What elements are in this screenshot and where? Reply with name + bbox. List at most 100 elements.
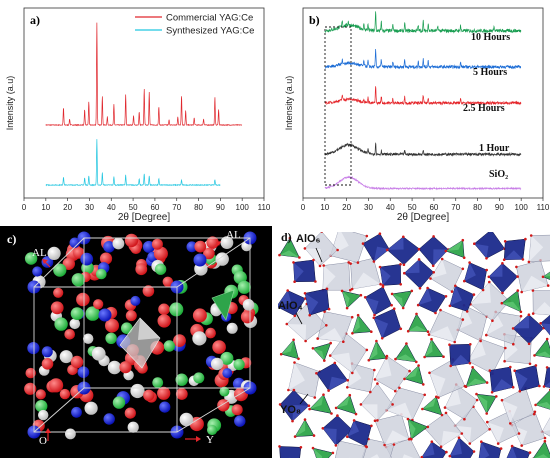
oxygen-vertex (443, 406, 447, 409)
atom-blue (71, 406, 82, 418)
polyhedron-facet (309, 394, 324, 410)
oxygen-vertex (408, 369, 411, 373)
oxygen-vertex (390, 292, 394, 296)
oxygen-vertex (365, 348, 369, 352)
atom-green (237, 280, 251, 294)
atom-green (163, 340, 175, 352)
oxygen-vertex (352, 419, 356, 422)
oxygen-vertex (365, 234, 369, 238)
atom-red (194, 240, 207, 253)
atom-white (91, 346, 106, 361)
polyhedron-facet (342, 290, 350, 309)
atom-white (69, 318, 81, 330)
panel-c-label: c) (7, 232, 16, 246)
oxygen-vertex (423, 355, 426, 359)
polyhedron-facet (384, 430, 410, 445)
oxygen-vertex (545, 337, 549, 341)
atom-red (231, 404, 243, 416)
panel-d-label: d) (281, 230, 292, 244)
atom-red (105, 318, 119, 333)
polyhedron-facet (286, 324, 307, 341)
oxygen-vertex (418, 287, 422, 290)
polyhedron-facet (421, 441, 435, 458)
oxygen-vertex (471, 366, 474, 369)
oxygen-vertex (375, 339, 378, 343)
atom-blue (69, 237, 81, 249)
oxygen-vertex (501, 262, 504, 265)
oxygen-vertex (331, 451, 335, 455)
polyhedron-facet (433, 249, 449, 266)
oxygen-vertex (512, 342, 515, 346)
oxygen-vertex (303, 247, 307, 250)
polyhedron-facet (347, 420, 360, 437)
oxygen-vertex (461, 238, 465, 242)
polyhedron-facet (373, 246, 390, 262)
atom-green (35, 400, 48, 413)
oxygen-vertex (495, 395, 498, 398)
atom-white (127, 421, 139, 433)
oxygen-vertex (520, 444, 523, 447)
polyhedron-facet (392, 293, 404, 308)
atom-blue (41, 256, 54, 268)
panel-c-axis-y: Y (206, 434, 214, 446)
polyhedron-facet (521, 275, 549, 292)
oxygen-vertex (278, 445, 281, 448)
atom-green (71, 273, 86, 287)
atom-white (210, 357, 224, 371)
oxygen-vertex (394, 389, 397, 393)
polyhedron-facet (352, 315, 360, 334)
oxygen-vertex (543, 436, 547, 440)
panel-a-y-axis-label: Intensity (a.u) (5, 76, 15, 131)
polyhedron-facet (365, 297, 379, 315)
polyhedron-facet (281, 339, 294, 355)
atom-white (107, 360, 122, 375)
oxygen-vertex (520, 290, 523, 294)
polyhedron-facet (467, 338, 486, 361)
atom-green (219, 386, 230, 397)
pointer-yo8 (299, 393, 309, 405)
atom-white (130, 383, 145, 399)
oxygen-vertex (364, 445, 368, 448)
atom-red (192, 308, 207, 323)
polyhedron-facet (368, 341, 378, 361)
polyhedron-facet (305, 293, 319, 316)
oxygen-vertex (293, 314, 297, 318)
polyhedron-facet (479, 441, 490, 458)
oxygen-vertex (500, 301, 504, 305)
panel-a-plot-frame (23, 7, 265, 199)
oxygen-vertex (527, 342, 531, 346)
oxygen-vertex (313, 396, 317, 399)
panel-b-x-tick-label: 60 (429, 203, 438, 212)
atom-green (207, 424, 218, 436)
oxygen-vertex (308, 313, 312, 317)
oxygen-vertex (338, 227, 341, 230)
oxygen-vertex (448, 343, 451, 347)
oxygen-vertex (519, 310, 523, 314)
oxygen-vertex (524, 237, 527, 241)
oxygen-vertex (325, 287, 329, 291)
atom-white (59, 350, 73, 364)
panel-b-x-tick-label: 40 (386, 203, 395, 212)
oxygen-vertex (356, 261, 360, 264)
oxygen-vertex (410, 437, 413, 441)
oxygen-vertex (350, 287, 354, 291)
oxygen-vertex (328, 354, 332, 357)
oxygen-vertex (351, 371, 354, 375)
oxygen-vertex (516, 275, 519, 278)
oxygen-vertex (475, 398, 479, 402)
oxygen-vertex (394, 357, 397, 361)
atom-green (220, 351, 234, 365)
oxygen-vertex (308, 407, 311, 411)
atom-red (124, 233, 139, 248)
oxygen-vertex (292, 261, 295, 264)
oxygen-vertex (381, 285, 385, 289)
atom-red (70, 355, 84, 369)
panel-c-crystal-cell: c) AL AL O Y (0, 226, 272, 458)
oxygen-vertex (445, 450, 448, 454)
atom-green (96, 268, 107, 280)
oxygen-vertex (513, 369, 516, 373)
oxygen-vertex (450, 290, 454, 293)
panel-b-series-0 (324, 11, 522, 34)
panel-a-x-tick-label: 0 (22, 203, 27, 212)
oxygen-vertex (511, 327, 515, 330)
